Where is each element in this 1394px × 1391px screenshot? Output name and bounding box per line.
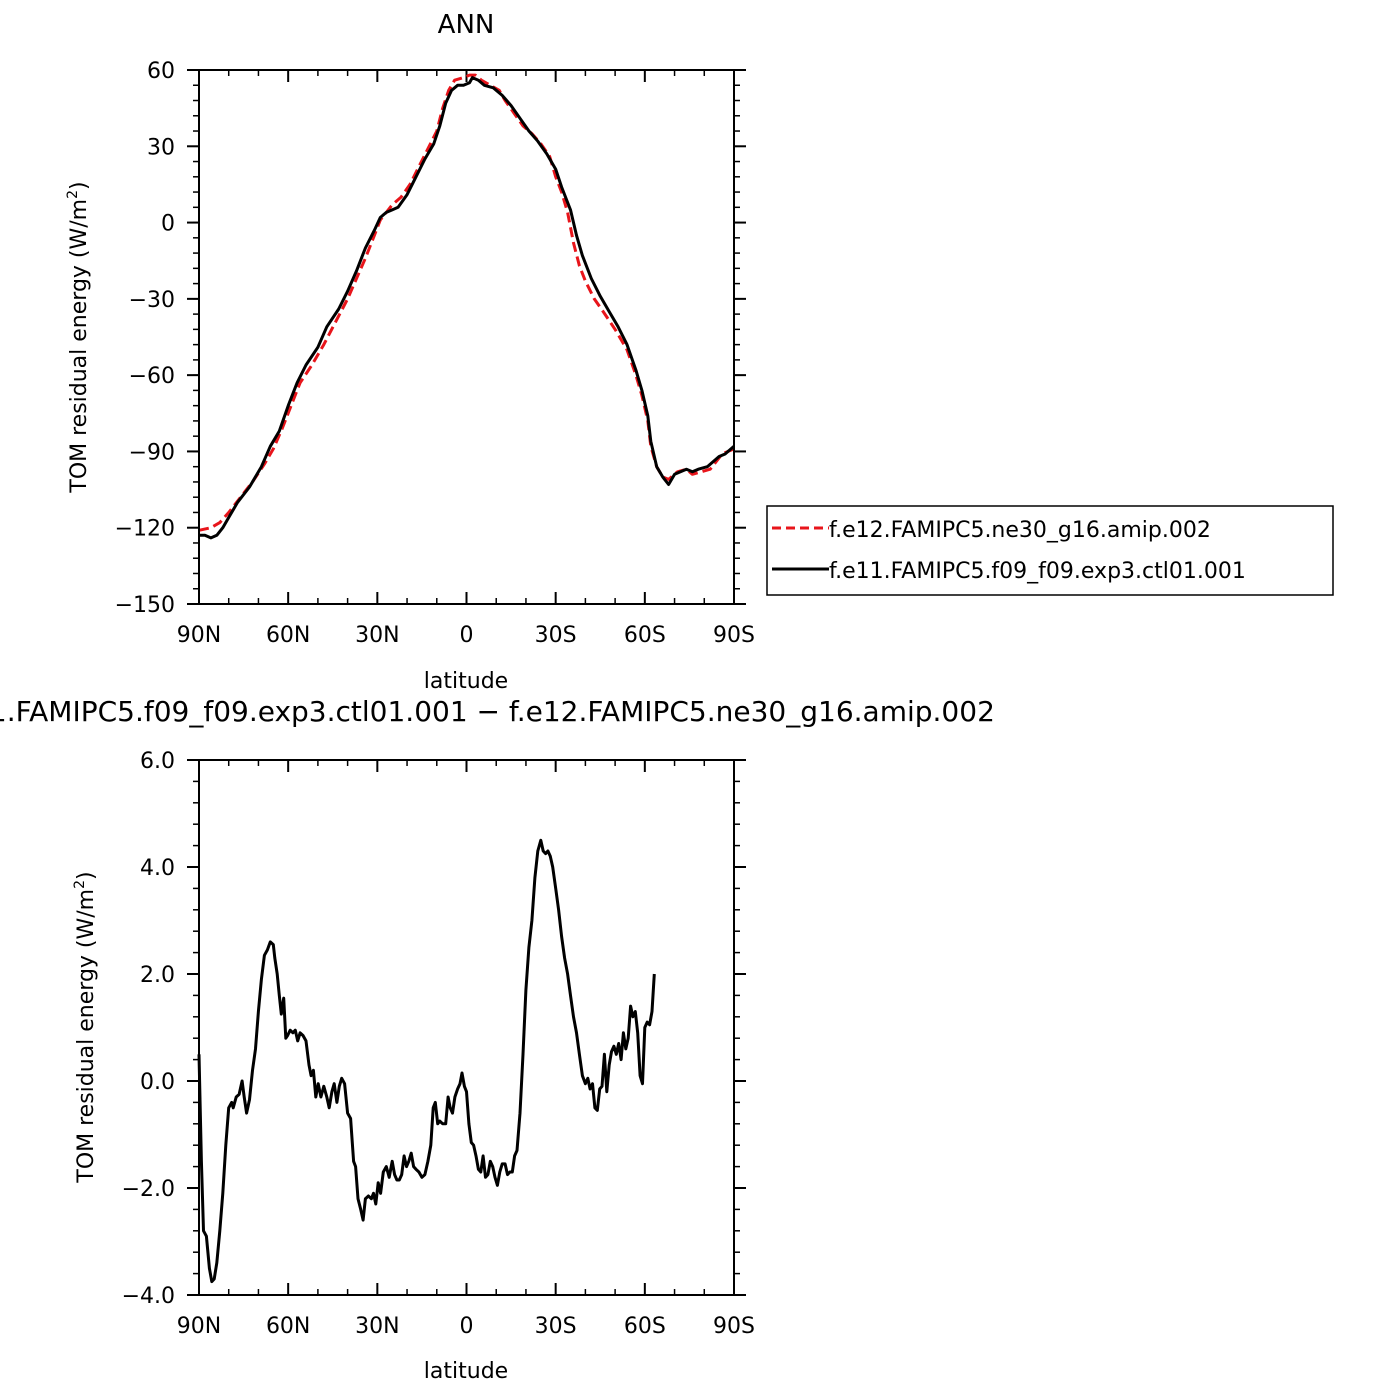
- series-line-1: [198, 73, 735, 532]
- top-chart-y-axis-label-main: TOM residual energy (W/m: [67, 199, 92, 494]
- bottom-chart-series: [197, 838, 656, 1284]
- y-tick-label: −60: [129, 364, 175, 389]
- x-tick-label: 30S: [535, 1314, 577, 1339]
- bottom-chart-plot-frame: [198, 759, 735, 1296]
- x-tick-label: 60N: [266, 623, 310, 648]
- bottom-chart-title: f.e11.FAMIPC5.f09_f09.exp3.ctl01.001 − f…: [0, 695, 995, 728]
- top-chart-y-axis-label-close: ): [67, 181, 92, 190]
- y-tick-label: −2.0: [122, 1177, 175, 1202]
- bottom-chart: f.e11.FAMIPC5.f09_f09.exp3.ctl01.001 − f…: [0, 695, 995, 1384]
- top-chart-title: ANN: [438, 10, 495, 40]
- bottom-chart-tick-labels: 90N 60N 30N 0 30S 60S 90S −4.0 −2.0 0.0 2.0 4.0 6.0: [122, 749, 755, 1339]
- legend-label-series-1: f.e12.FAMIPC5.ne30_g16.amip.002: [829, 518, 1211, 543]
- x-tick-label: 0: [460, 623, 474, 648]
- top-chart: ANN latitude TOM residual energy (W/m2) …: [65, 10, 755, 694]
- x-tick-label: 0: [460, 1314, 474, 1339]
- x-tick-label: 60S: [624, 1314, 666, 1339]
- bottom-chart-x-axis-label: latitude: [424, 1359, 508, 1384]
- x-tick-label: 90S: [713, 623, 755, 648]
- y-tick-label: 6.0: [140, 749, 175, 774]
- y-tick-label: −120: [115, 517, 175, 542]
- x-tick-label: 90S: [713, 1314, 755, 1339]
- top-chart-y-axis-label-superscript: 2: [65, 190, 81, 199]
- top-chart-y-axis-label: TOM residual energy (W/m2): [65, 181, 92, 493]
- x-tick-label: 90N: [177, 1314, 221, 1339]
- y-tick-label: −30: [129, 288, 175, 313]
- y-tick-label: −90: [129, 440, 175, 465]
- x-tick-label: 60N: [266, 1314, 310, 1339]
- y-tick-label: 4.0: [140, 856, 175, 881]
- bottom-chart-ticks: [187, 759, 746, 1296]
- bottom-chart-y-axis-label-main: TOM residual energy (W/m: [74, 889, 99, 1184]
- legend-box: [766, 505, 1334, 596]
- top-chart-plot-frame: [198, 69, 735, 605]
- y-tick-label: −150: [115, 593, 175, 618]
- y-tick-label: 60: [147, 59, 175, 84]
- series-line-1: [197, 838, 656, 1284]
- x-tick-label: 30N: [355, 1314, 399, 1339]
- bottom-chart-y-axis-label-close: ): [74, 871, 99, 880]
- x-tick-label: 90N: [177, 623, 221, 648]
- y-tick-label: 0: [161, 212, 175, 237]
- top-chart-tick-labels: 90N 60N 30N 0 30S 60S 90S −150 −120 −90 −60 −30 0 30 6…: [115, 59, 755, 648]
- y-tick-label: 30: [147, 135, 175, 160]
- x-tick-label: 30N: [355, 623, 399, 648]
- bottom-chart-y-axis-label: TOM residual energy (W/m2): [72, 871, 99, 1183]
- top-chart-ticks: [187, 69, 746, 605]
- legend: f.e12.FAMIPC5.ne30_g16.amip.002 f.e11.FA…: [766, 505, 1334, 596]
- top-chart-series: [198, 73, 735, 540]
- x-tick-label: 30S: [535, 623, 577, 648]
- y-tick-label: −4.0: [122, 1284, 175, 1309]
- series-line-2: [199, 76, 735, 540]
- x-tick-label: 60S: [624, 623, 666, 648]
- top-chart-x-axis-label: latitude: [424, 669, 508, 694]
- y-tick-label: 2.0: [140, 963, 175, 988]
- legend-label-series-2: f.e11.FAMIPC5.f09_f09.exp3.ctl01.001: [829, 559, 1246, 584]
- bottom-chart-y-axis-label-superscript: 2: [72, 880, 88, 889]
- y-tick-label: 0.0: [140, 1070, 175, 1095]
